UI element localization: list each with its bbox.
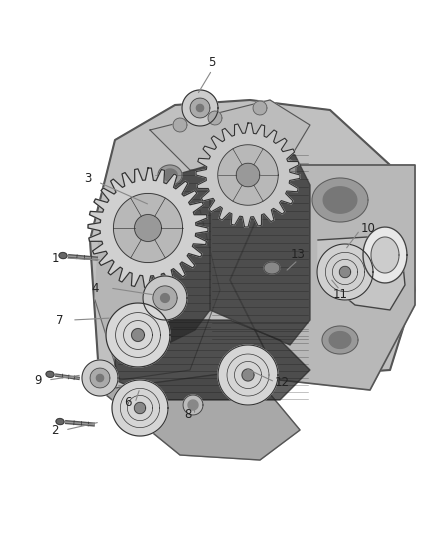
- Polygon shape: [150, 100, 310, 175]
- Text: 2: 2: [51, 424, 59, 437]
- Polygon shape: [357, 269, 383, 291]
- Polygon shape: [88, 168, 208, 288]
- Polygon shape: [236, 163, 260, 187]
- Polygon shape: [190, 98, 210, 118]
- Polygon shape: [318, 235, 405, 310]
- Ellipse shape: [46, 372, 54, 377]
- Polygon shape: [264, 157, 296, 183]
- Text: 6: 6: [124, 397, 132, 409]
- Polygon shape: [134, 402, 145, 414]
- Text: 7: 7: [56, 313, 64, 327]
- Polygon shape: [143, 276, 187, 320]
- Polygon shape: [230, 165, 415, 390]
- Polygon shape: [196, 104, 204, 111]
- Polygon shape: [153, 286, 177, 310]
- Polygon shape: [115, 320, 310, 400]
- Polygon shape: [161, 294, 170, 302]
- Polygon shape: [82, 360, 118, 396]
- Polygon shape: [173, 118, 187, 132]
- Polygon shape: [150, 165, 210, 345]
- Polygon shape: [218, 145, 278, 205]
- Polygon shape: [322, 326, 358, 354]
- Text: 11: 11: [332, 288, 347, 302]
- Polygon shape: [312, 178, 368, 222]
- Text: 12: 12: [275, 376, 290, 389]
- Polygon shape: [183, 395, 203, 415]
- Text: 13: 13: [290, 248, 305, 262]
- Polygon shape: [363, 227, 407, 283]
- Polygon shape: [196, 123, 300, 227]
- Polygon shape: [113, 193, 183, 263]
- Polygon shape: [158, 165, 182, 185]
- Polygon shape: [208, 111, 222, 125]
- Polygon shape: [253, 101, 267, 115]
- Polygon shape: [218, 345, 278, 405]
- Polygon shape: [106, 303, 170, 367]
- Polygon shape: [371, 237, 399, 273]
- Text: 9: 9: [34, 374, 42, 386]
- Polygon shape: [210, 145, 310, 345]
- Ellipse shape: [56, 418, 64, 425]
- Polygon shape: [134, 215, 162, 241]
- Polygon shape: [112, 380, 168, 436]
- Polygon shape: [90, 100, 415, 390]
- Text: 8: 8: [184, 408, 192, 422]
- Polygon shape: [182, 90, 218, 126]
- Polygon shape: [131, 329, 145, 342]
- Polygon shape: [242, 369, 254, 381]
- Text: 5: 5: [208, 55, 215, 69]
- Text: 1: 1: [51, 252, 59, 264]
- Polygon shape: [188, 400, 198, 410]
- Polygon shape: [90, 368, 110, 388]
- Polygon shape: [100, 370, 300, 460]
- Polygon shape: [339, 266, 350, 278]
- Polygon shape: [264, 262, 280, 274]
- Polygon shape: [317, 244, 373, 300]
- Text: 4: 4: [91, 281, 99, 295]
- Polygon shape: [163, 169, 177, 181]
- Polygon shape: [323, 187, 357, 213]
- Polygon shape: [95, 210, 220, 380]
- Text: 3: 3: [84, 172, 92, 184]
- Ellipse shape: [59, 253, 67, 259]
- Text: 10: 10: [360, 222, 375, 235]
- Polygon shape: [96, 374, 104, 382]
- Polygon shape: [329, 332, 351, 349]
- Polygon shape: [270, 162, 290, 178]
- Polygon shape: [348, 262, 392, 298]
